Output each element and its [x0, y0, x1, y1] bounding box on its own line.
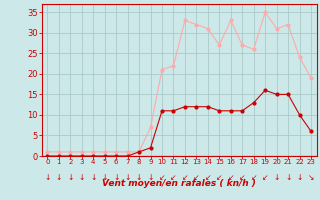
Text: ↙: ↙: [193, 173, 200, 182]
Text: ↘: ↘: [308, 173, 314, 182]
Text: ↓: ↓: [101, 173, 108, 182]
Text: ↙: ↙: [182, 173, 188, 182]
Text: ↙: ↙: [216, 173, 222, 182]
Text: ↙: ↙: [205, 173, 211, 182]
Text: ↓: ↓: [285, 173, 291, 182]
Text: ↓: ↓: [136, 173, 142, 182]
Text: ↙: ↙: [262, 173, 268, 182]
Text: ↓: ↓: [90, 173, 96, 182]
X-axis label: Vent moyen/en rafales ( kn/h ): Vent moyen/en rafales ( kn/h ): [102, 179, 256, 188]
Text: ↙: ↙: [159, 173, 165, 182]
Text: ↓: ↓: [274, 173, 280, 182]
Text: ↓: ↓: [296, 173, 303, 182]
Text: ↓: ↓: [67, 173, 74, 182]
Text: ↙: ↙: [251, 173, 257, 182]
Text: ↓: ↓: [147, 173, 154, 182]
Text: ↓: ↓: [44, 173, 51, 182]
Text: ↙: ↙: [170, 173, 177, 182]
Text: ↓: ↓: [124, 173, 131, 182]
Text: ↙: ↙: [239, 173, 245, 182]
Text: ↓: ↓: [113, 173, 119, 182]
Text: ↙: ↙: [228, 173, 234, 182]
Text: ↓: ↓: [78, 173, 85, 182]
Text: ↓: ↓: [56, 173, 62, 182]
